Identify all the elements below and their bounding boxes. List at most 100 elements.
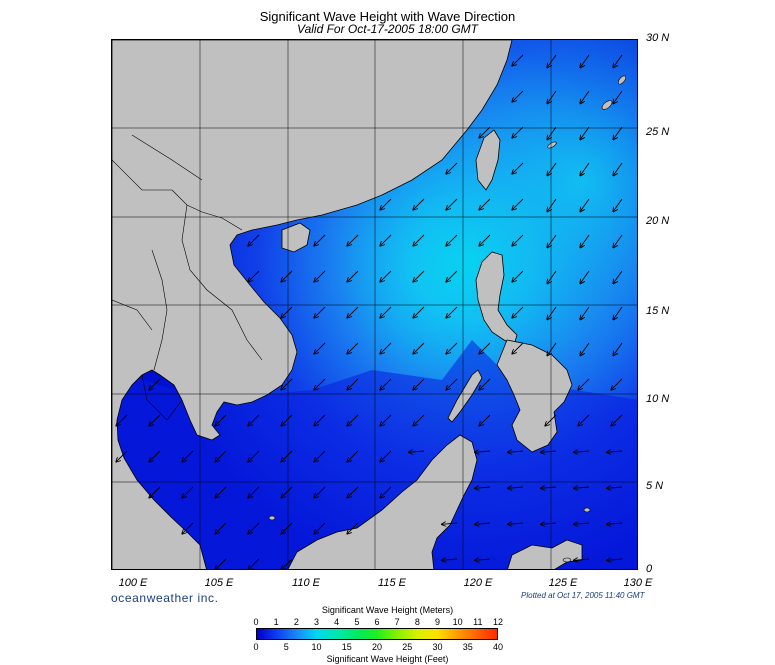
wave-direction-arrow [613, 54, 623, 67]
wave-direction-arrow [613, 234, 623, 247]
wave-direction-arrow [475, 559, 491, 560]
plotted-timestamp: Plotted at Oct 17, 2005 11:40 GMT [521, 591, 645, 600]
wave-direction-arrow [574, 523, 590, 524]
wave-direction-arrow [149, 414, 161, 426]
wave-direction-arrow [347, 234, 359, 246]
land-luzon [475, 251, 518, 346]
wave-direction-arrow [512, 54, 524, 66]
wave-direction-arrow [479, 414, 491, 426]
wave-direction-arrow [446, 198, 458, 210]
land-mindanao [496, 339, 573, 453]
lat-label-10n: 10 N [646, 393, 670, 405]
wave-direction-arrow [574, 451, 590, 452]
wave-direction-arrow [281, 558, 293, 569]
wave-direction-arrow [547, 270, 557, 283]
wave-direction-arrow [281, 378, 293, 390]
wave-direction-arrow [446, 378, 458, 390]
wave-direction-arrow [347, 486, 359, 498]
wave-direction-arrow [541, 451, 557, 452]
wave-direction-arrow [479, 342, 491, 354]
wave-direction-arrow [281, 486, 293, 498]
wave-direction-arrow [512, 306, 524, 318]
wave-direction-arrow [248, 486, 260, 498]
wave-direction-arrow [512, 342, 524, 354]
wave-direction-arrow [413, 342, 425, 354]
wave-direction-arrow [248, 270, 260, 282]
wave-direction-arrow [580, 270, 590, 283]
wave-direction-arrow [580, 162, 590, 175]
wave-direction-arrow [574, 487, 590, 488]
wave-direction-arrow [580, 342, 590, 355]
wave-direction-arrow [541, 487, 557, 488]
wave-direction-arrow [314, 450, 326, 462]
wave-direction-arrow [446, 270, 458, 282]
lat-label-0: 0 [646, 563, 653, 575]
wave-direction-arrow [508, 487, 524, 488]
map-title: Significant Wave Height with Wave Direct… [259, 9, 516, 24]
colorbar-feet-tick: 30 [432, 642, 443, 652]
lat-label-25n: 25 N [646, 126, 670, 138]
lon-label-100e: 100 E [118, 577, 148, 589]
wave-direction-arrow [512, 162, 524, 174]
lon-label-110e: 110 E [292, 577, 320, 589]
wave-direction-arrow [547, 90, 557, 103]
colorbar-meters-tick: 1 [273, 617, 279, 627]
wave-direction-arrow [215, 558, 227, 569]
lon-label-130e: 130 E [623, 577, 653, 589]
colorbar-meters-tick: 4 [334, 617, 340, 627]
wave-direction-arrow [446, 306, 458, 318]
wave-direction-arrow [479, 198, 491, 210]
wave-direction-arrow [508, 523, 524, 524]
wave-direction-arrow [182, 450, 194, 462]
wave-direction-arrow [380, 378, 392, 390]
wave-direction-arrow [508, 451, 524, 452]
wave-direction-arrow [380, 342, 392, 354]
colorbar-meters-tick: 2 [293, 617, 299, 627]
wave-direction-arrow [347, 414, 359, 426]
wave-direction-arrow [347, 378, 359, 390]
wave-direction-arrow [611, 414, 623, 426]
wave-direction-arrow [215, 450, 227, 462]
wave-direction-arrow [613, 126, 623, 139]
wave-direction-arrow [380, 234, 392, 246]
wave-direction-arrow [248, 522, 260, 534]
colorbar [256, 628, 498, 640]
wave-direction-arrow [613, 306, 623, 319]
wave-direction-arrow [314, 234, 326, 246]
wave-direction-arrow [409, 451, 425, 452]
wave-direction-arrow [613, 198, 623, 211]
map-subtitle: Valid For Oct-17-2005 18:00 GMT [297, 22, 478, 36]
wave-direction-arrow [248, 234, 260, 246]
wave-direction-arrow [547, 306, 557, 319]
wave-direction-arrow [182, 522, 194, 534]
colorbar-feet-tick: 20 [371, 642, 383, 652]
wave-direction-arrow [116, 450, 128, 462]
wave-direction-arrow [475, 523, 491, 524]
wave-direction-arrow [248, 414, 260, 426]
wave-direction-arrow [281, 270, 293, 282]
wave-direction-arrow [545, 414, 557, 426]
wave-direction-arrow [413, 378, 425, 390]
wave-direction-arrow [580, 306, 590, 319]
wave-direction-arrow [580, 126, 590, 139]
wave-direction-arrow [149, 486, 161, 498]
wave-direction-arrow [281, 306, 293, 318]
colorbar-feet-tick: 10 [311, 642, 322, 652]
wave-direction-arrow [380, 414, 392, 426]
wave-direction-arrow [574, 559, 590, 560]
colorbar-meters-tick: 11 [473, 617, 483, 627]
colorbar-meters-tick: 10 [452, 617, 463, 627]
map-canvas [112, 40, 637, 569]
wave-direction-arrow [248, 450, 260, 462]
wave-direction-arrow [512, 198, 524, 210]
wave-direction-arrow [547, 126, 557, 139]
colorbar-meters-tick: 0 [253, 617, 259, 627]
land-borneo [287, 434, 478, 569]
wave-direction-arrow [580, 54, 590, 67]
colorbar-feet-tick: 25 [402, 642, 413, 652]
wave-direction-arrow [547, 198, 557, 211]
wave-direction-arrow [314, 306, 326, 318]
colorbar-feet-tick: 0 [253, 642, 259, 652]
lon-label-115e: 115 E [378, 577, 406, 589]
colorbar-meters-tick: 6 [374, 617, 380, 627]
